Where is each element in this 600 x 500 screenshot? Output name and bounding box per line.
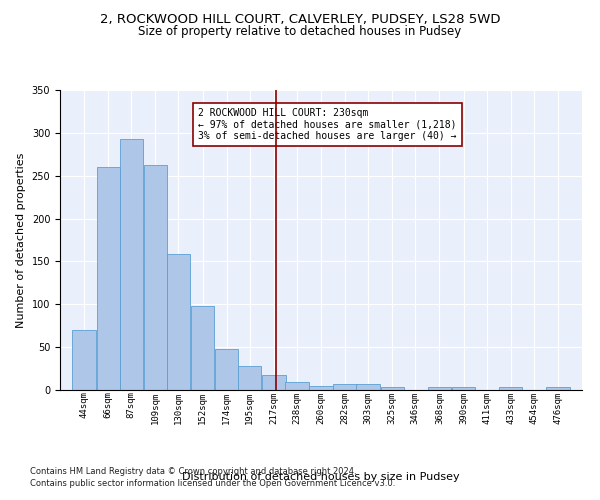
- Text: 2 ROCKWOOD HILL COURT: 230sqm
← 97% of detached houses are smaller (1,218)
3% of: 2 ROCKWOOD HILL COURT: 230sqm ← 97% of d…: [199, 108, 457, 141]
- Bar: [499, 388, 523, 390]
- Bar: [144, 164, 167, 390]
- Bar: [238, 366, 262, 390]
- Bar: [428, 388, 451, 390]
- Text: Size of property relative to detached houses in Pudsey: Size of property relative to detached ho…: [139, 25, 461, 38]
- Bar: [73, 330, 96, 390]
- X-axis label: Distribution of detached houses by size in Pudsey: Distribution of detached houses by size …: [182, 472, 460, 482]
- Bar: [215, 349, 238, 390]
- Bar: [262, 374, 286, 390]
- Bar: [285, 382, 308, 390]
- Bar: [167, 254, 190, 390]
- Text: 2, ROCKWOOD HILL COURT, CALVERLEY, PUDSEY, LS28 5WD: 2, ROCKWOOD HILL COURT, CALVERLEY, PUDSE…: [100, 12, 500, 26]
- Bar: [356, 384, 380, 390]
- Bar: [191, 306, 214, 390]
- Bar: [380, 388, 404, 390]
- Text: Contains HM Land Registry data © Crown copyright and database right 2024.: Contains HM Land Registry data © Crown c…: [30, 467, 356, 476]
- Bar: [334, 384, 357, 390]
- Bar: [119, 139, 143, 390]
- Y-axis label: Number of detached properties: Number of detached properties: [16, 152, 26, 328]
- Bar: [309, 386, 333, 390]
- Bar: [546, 388, 569, 390]
- Text: Contains public sector information licensed under the Open Government Licence v3: Contains public sector information licen…: [30, 478, 395, 488]
- Bar: [97, 167, 120, 390]
- Bar: [452, 388, 475, 390]
